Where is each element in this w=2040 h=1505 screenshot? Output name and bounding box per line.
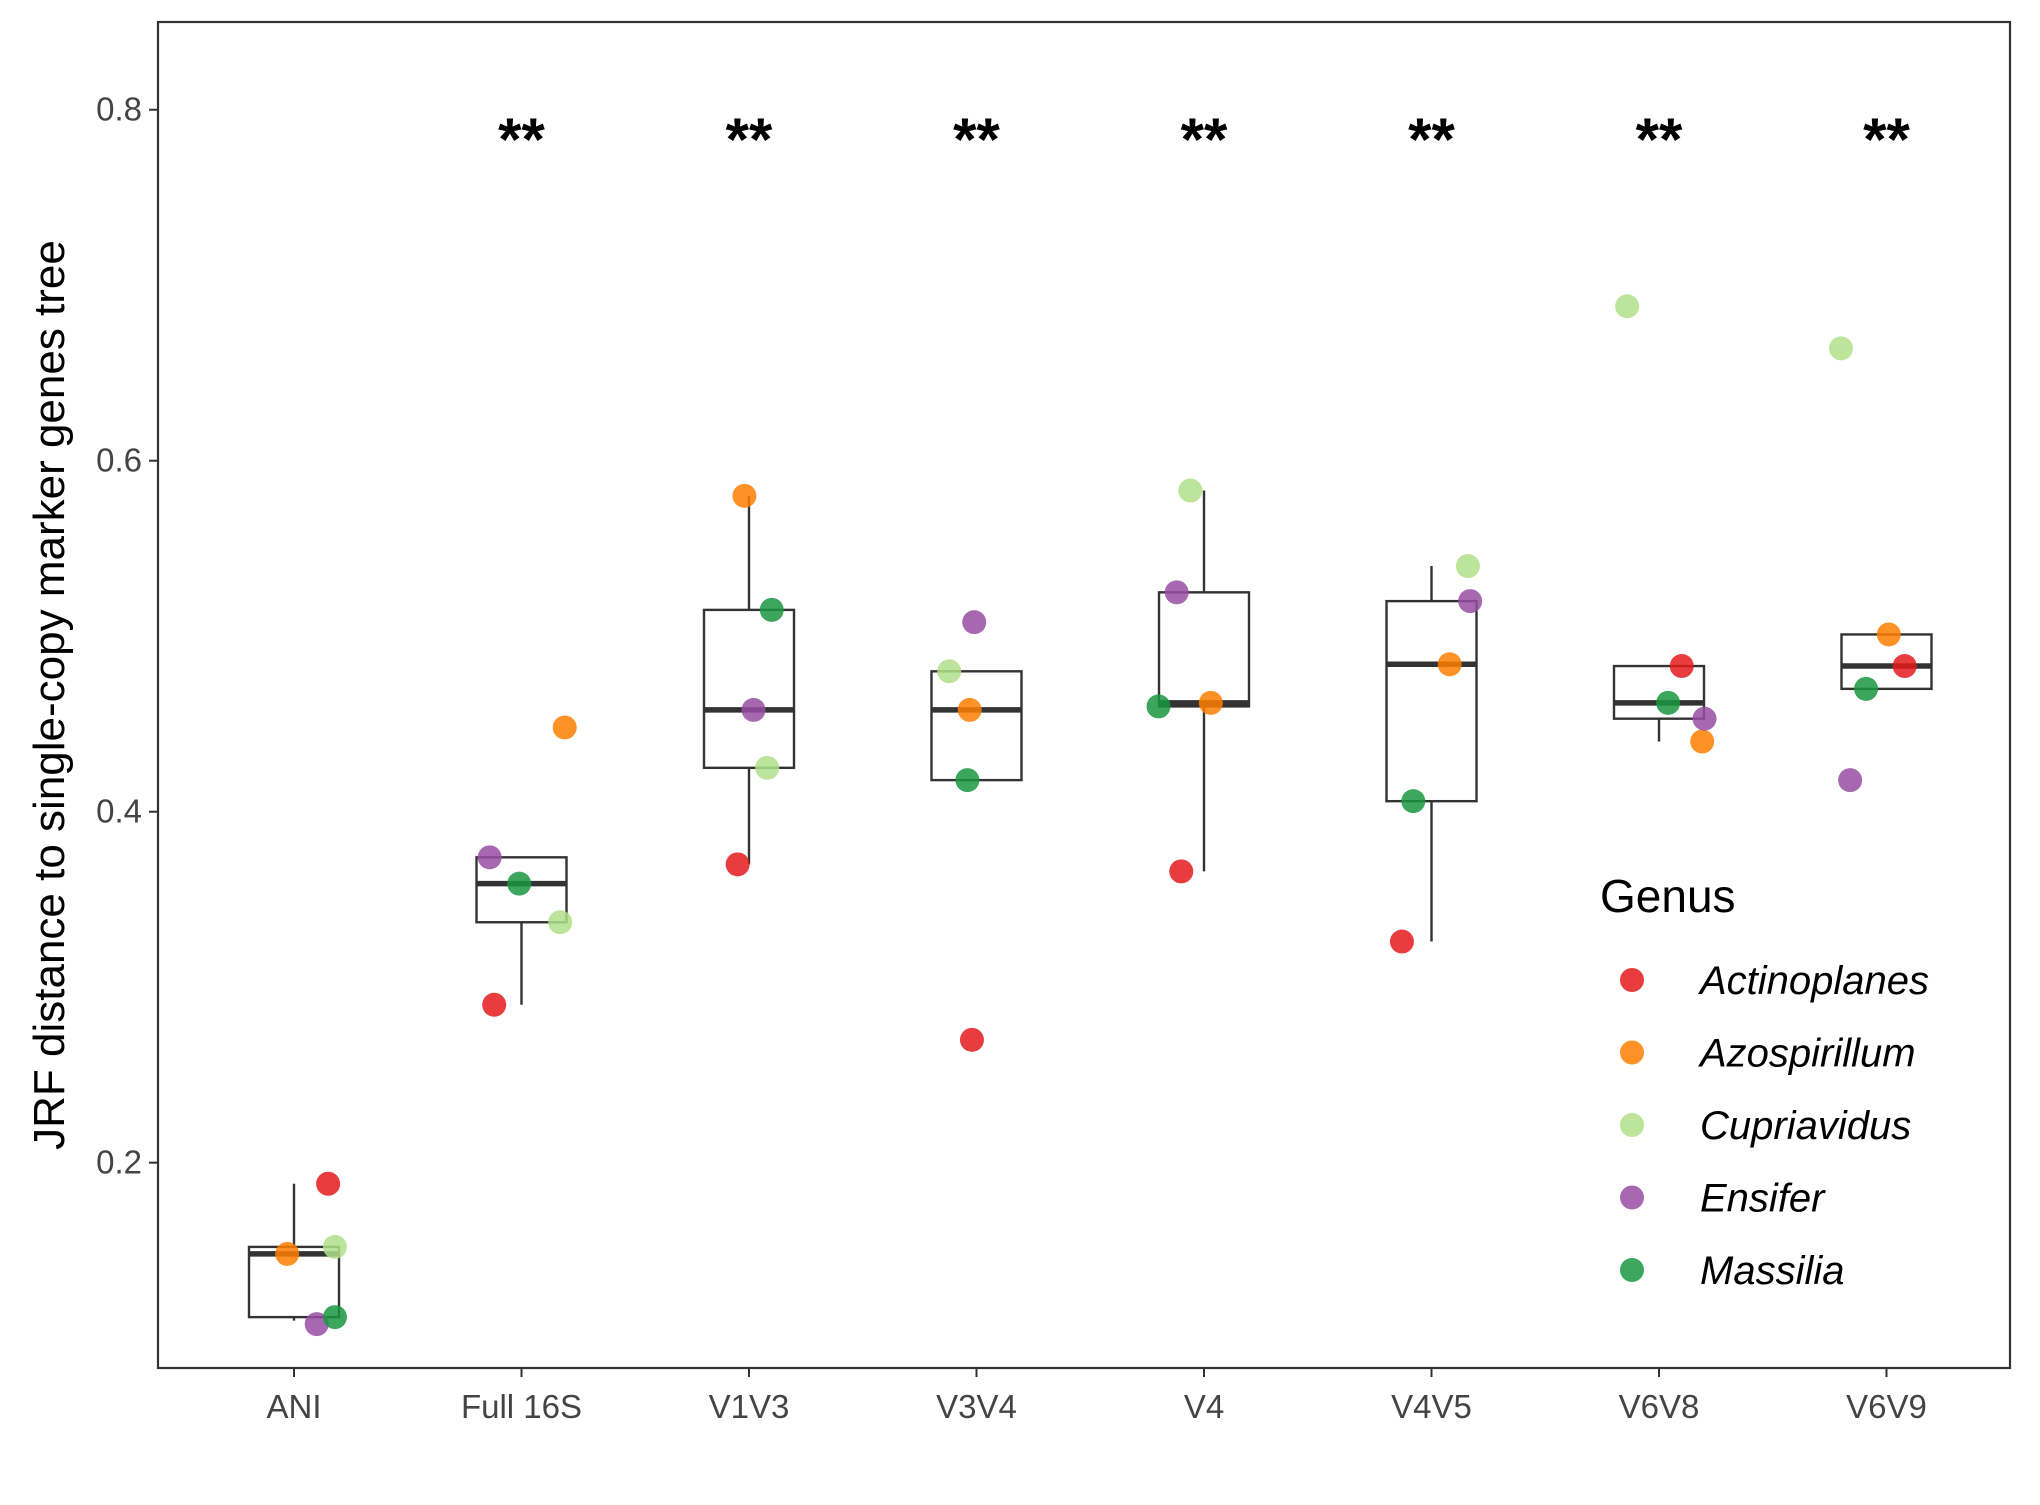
data-point-cupriavidus: [1455, 554, 1480, 579]
data-point-actinoplanes: [316, 1171, 341, 1196]
legend-key-cupriavidus: [1620, 1113, 1644, 1137]
data-point-massilia: [1146, 694, 1171, 719]
y-tick-label: 0.6: [96, 442, 142, 479]
x-tick-label: V4: [1184, 1388, 1224, 1425]
data-point-azospirillum: [275, 1241, 300, 1266]
data-point-cupriavidus: [1829, 336, 1853, 361]
data-point-massilia: [759, 597, 784, 622]
data-point-massilia: [1401, 789, 1426, 814]
data-point-azospirillum: [552, 715, 577, 740]
data-point-actinoplanes: [1892, 654, 1917, 679]
data-point-massilia: [507, 871, 532, 896]
data-point-ensifer: [1838, 768, 1863, 793]
x-tick-label: ANI: [266, 1388, 321, 1425]
data-point-cupriavidus: [937, 659, 962, 684]
y-tick-label: 0.4: [96, 793, 142, 830]
data-point-actinoplanes: [482, 992, 507, 1017]
data-point-azospirillum: [957, 697, 982, 722]
legend-label: Azospirillum: [1698, 1032, 1916, 1076]
legend-title: Genus: [1600, 870, 1736, 922]
data-point-cupriavidus: [322, 1234, 347, 1259]
box-iqr: [702, 608, 796, 770]
data-point-massilia: [955, 768, 980, 793]
data-point-ensifer: [304, 1312, 329, 1337]
x-tick-label: V4V5: [1391, 1388, 1472, 1425]
box-iqr: [247, 1245, 341, 1319]
data-point-azospirillum: [732, 483, 757, 508]
box-v4: [1157, 490, 1251, 872]
data-point-actinoplanes: [725, 852, 750, 877]
data-point-ensifer: [962, 610, 987, 635]
x-tick-label: V3V4: [936, 1388, 1017, 1425]
legend-key-azospirillum: [1620, 1040, 1644, 1065]
significance-marker: **: [498, 106, 545, 173]
box-v1v3: [702, 495, 796, 865]
data-point-ensifer: [1692, 706, 1717, 731]
legend-key-actinoplanes: [1620, 968, 1644, 992]
data-point-cupriavidus: [548, 910, 573, 935]
data-point-ensifer: [1164, 580, 1189, 605]
x-tick-label: V1V3: [709, 1388, 790, 1425]
significance-marker: **: [726, 106, 773, 173]
y-tick-label: 0.8: [96, 91, 142, 128]
data-point-azospirillum: [1690, 729, 1715, 754]
data-point-massilia: [1656, 690, 1681, 715]
data-point-ensifer: [477, 845, 502, 870]
data-point-massilia: [1854, 676, 1879, 701]
data-point-azospirillum: [1437, 652, 1462, 677]
box-iqr: [1385, 599, 1478, 803]
data-point-actinoplanes: [1669, 654, 1694, 679]
data-point-actinoplanes: [1169, 859, 1194, 884]
legend-label: Actinoplanes: [1698, 959, 1929, 1003]
data-point-ensifer: [1458, 589, 1483, 614]
data-point-ensifer: [741, 697, 766, 722]
box-ani: [247, 1183, 341, 1321]
y-axis-title: JRF distance to single-copy marker genes…: [25, 240, 74, 1150]
legend-label: Cupriavidus: [1700, 1104, 1911, 1148]
data-point-actinoplanes: [959, 1027, 984, 1052]
data-point-azospirillum: [1876, 622, 1901, 647]
legend-key-massilia: [1620, 1258, 1644, 1282]
y-tick-label: 0.2: [96, 1144, 142, 1181]
significance-marker: **: [953, 106, 1000, 173]
legend: Genus Actinoplanes Azospirillum Cupriavidus…: [1600, 870, 1929, 1293]
significance-marker: **: [1181, 106, 1228, 173]
data-point-cupriavidus: [755, 755, 780, 780]
x-tick-label: V6V9: [1846, 1388, 1927, 1425]
significance-marker: **: [1408, 106, 1455, 173]
box-v4v5: [1385, 566, 1478, 942]
significance-marker: **: [1636, 106, 1683, 173]
data-point-cupriavidus: [1178, 478, 1203, 503]
significance-marker: **: [1863, 106, 1910, 173]
box-v3v4: [930, 670, 1023, 782]
box-iqr: [930, 670, 1023, 782]
box-iqr: [1157, 591, 1251, 708]
legend-key-ensifer: [1620, 1185, 1644, 1210]
data-point-cupriavidus: [1615, 294, 1640, 319]
x-tick-label: Full 16S: [461, 1388, 582, 1425]
legend-label: Massilia: [1700, 1249, 1844, 1293]
x-tick-label: V6V8: [1619, 1388, 1700, 1425]
data-point-azospirillum: [1198, 690, 1223, 715]
legend-label: Ensifer: [1700, 1177, 1826, 1221]
plot-panel: [156, 20, 2012, 1370]
data-point-actinoplanes: [1389, 929, 1414, 954]
data-point-massilia: [322, 1305, 347, 1330]
